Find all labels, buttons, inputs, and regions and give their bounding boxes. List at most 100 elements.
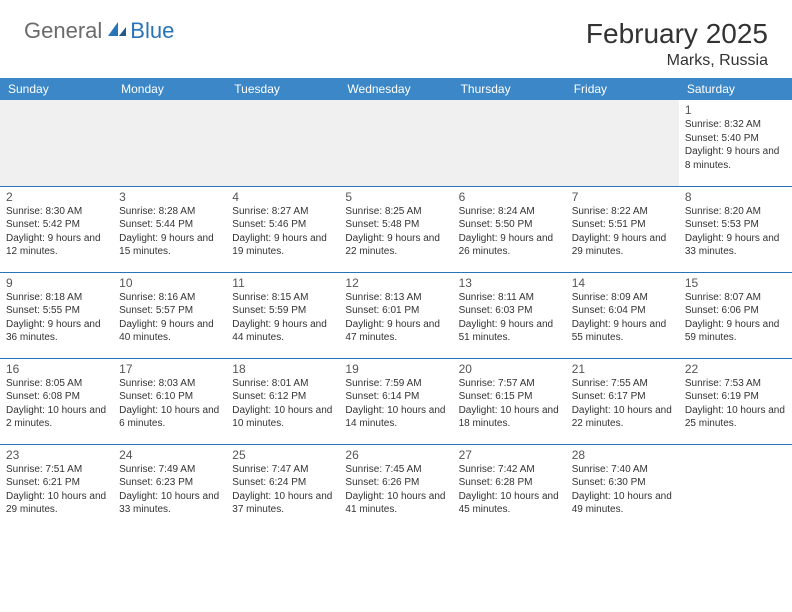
calendar-week-row: 23Sunrise: 7:51 AMSunset: 6:21 PMDayligh… [0,444,792,530]
sunrise-line: Sunrise: 7:55 AM [572,377,673,391]
sunrise-line: Sunrise: 7:49 AM [119,463,220,477]
sunrise-line: Sunrise: 8:15 AM [232,291,333,305]
sunset-line: Sunset: 6:15 PM [459,390,560,404]
sunrise-line: Sunrise: 8:13 AM [345,291,446,305]
dow-sunday: Sunday [0,78,113,100]
calendar-day-cell [0,100,113,186]
sunset-line: Sunset: 6:04 PM [572,304,673,318]
calendar-day-cell: 3Sunrise: 8:28 AMSunset: 5:44 PMDaylight… [113,186,226,272]
days-of-week-row: Sunday Monday Tuesday Wednesday Thursday… [0,78,792,100]
daylight-line: Daylight: 9 hours and 29 minutes. [572,232,673,259]
sunrise-line: Sunrise: 8:32 AM [685,118,786,132]
day-number: 17 [119,362,220,376]
page-title: February 2025 [586,18,768,50]
daylight-line: Daylight: 9 hours and 44 minutes. [232,318,333,345]
calendar-day-cell: 25Sunrise: 7:47 AMSunset: 6:24 PMDayligh… [226,444,339,530]
calendar-day-cell [679,444,792,530]
daylight-line: Daylight: 9 hours and 15 minutes. [119,232,220,259]
day-number: 20 [459,362,560,376]
day-number: 19 [345,362,446,376]
sunset-line: Sunset: 6:17 PM [572,390,673,404]
dow-saturday: Saturday [679,78,792,100]
sunset-line: Sunset: 5:55 PM [6,304,107,318]
calendar-day-cell: 6Sunrise: 8:24 AMSunset: 5:50 PMDaylight… [453,186,566,272]
sunset-line: Sunset: 6:23 PM [119,476,220,490]
calendar-week-row: 16Sunrise: 8:05 AMSunset: 6:08 PMDayligh… [0,358,792,444]
daylight-line: Daylight: 9 hours and 55 minutes. [572,318,673,345]
calendar-day-cell: 21Sunrise: 7:55 AMSunset: 6:17 PMDayligh… [566,358,679,444]
daylight-line: Daylight: 9 hours and 33 minutes. [685,232,786,259]
day-number: 27 [459,448,560,462]
sunset-line: Sunset: 6:08 PM [6,390,107,404]
brand-text-blue: Blue [130,18,174,44]
calendar-day-cell: 4Sunrise: 8:27 AMSunset: 5:46 PMDaylight… [226,186,339,272]
calendar-day-cell: 15Sunrise: 8:07 AMSunset: 6:06 PMDayligh… [679,272,792,358]
calendar-day-cell: 14Sunrise: 8:09 AMSunset: 6:04 PMDayligh… [566,272,679,358]
sunset-line: Sunset: 5:40 PM [685,132,786,146]
calendar-day-cell: 17Sunrise: 8:03 AMSunset: 6:10 PMDayligh… [113,358,226,444]
header: General Blue February 2025 Marks, Russia [0,0,792,78]
dow-tuesday: Tuesday [226,78,339,100]
sunset-line: Sunset: 6:19 PM [685,390,786,404]
daylight-line: Daylight: 10 hours and 49 minutes. [572,490,673,517]
sunrise-line: Sunrise: 8:24 AM [459,205,560,219]
sunset-line: Sunset: 5:42 PM [6,218,107,232]
daylight-line: Daylight: 10 hours and 45 minutes. [459,490,560,517]
sunset-line: Sunset: 5:46 PM [232,218,333,232]
sunset-line: Sunset: 6:30 PM [572,476,673,490]
calendar-day-cell: 18Sunrise: 8:01 AMSunset: 6:12 PMDayligh… [226,358,339,444]
sunset-line: Sunset: 5:53 PM [685,218,786,232]
sunrise-line: Sunrise: 7:45 AM [345,463,446,477]
sunset-line: Sunset: 6:06 PM [685,304,786,318]
calendar-day-cell: 7Sunrise: 8:22 AMSunset: 5:51 PMDaylight… [566,186,679,272]
daylight-line: Daylight: 9 hours and 26 minutes. [459,232,560,259]
daylight-line: Daylight: 10 hours and 2 minutes. [6,404,107,431]
brand-text-general: General [24,18,102,44]
calendar-day-cell: 11Sunrise: 8:15 AMSunset: 5:59 PMDayligh… [226,272,339,358]
sunrise-line: Sunrise: 7:42 AM [459,463,560,477]
sunset-line: Sunset: 6:28 PM [459,476,560,490]
daylight-line: Daylight: 10 hours and 6 minutes. [119,404,220,431]
calendar-day-cell: 27Sunrise: 7:42 AMSunset: 6:28 PMDayligh… [453,444,566,530]
daylight-line: Daylight: 9 hours and 47 minutes. [345,318,446,345]
calendar-week-row: 2Sunrise: 8:30 AMSunset: 5:42 PMDaylight… [0,186,792,272]
calendar-day-cell [339,100,452,186]
daylight-line: Daylight: 9 hours and 8 minutes. [685,145,786,172]
day-number: 6 [459,190,560,204]
day-number: 25 [232,448,333,462]
sunrise-line: Sunrise: 8:28 AM [119,205,220,219]
day-number: 15 [685,276,786,290]
calendar-day-cell [453,100,566,186]
day-number: 18 [232,362,333,376]
sunrise-line: Sunrise: 7:53 AM [685,377,786,391]
calendar-day-cell: 26Sunrise: 7:45 AMSunset: 6:26 PMDayligh… [339,444,452,530]
daylight-line: Daylight: 9 hours and 22 minutes. [345,232,446,259]
sunrise-line: Sunrise: 7:57 AM [459,377,560,391]
sunrise-line: Sunrise: 8:20 AM [685,205,786,219]
sunset-line: Sunset: 5:51 PM [572,218,673,232]
daylight-line: Daylight: 9 hours and 19 minutes. [232,232,333,259]
daylight-line: Daylight: 10 hours and 25 minutes. [685,404,786,431]
day-number: 1 [685,103,786,117]
calendar-day-cell: 13Sunrise: 8:11 AMSunset: 6:03 PMDayligh… [453,272,566,358]
sunrise-line: Sunrise: 8:27 AM [232,205,333,219]
day-number: 4 [232,190,333,204]
calendar-day-cell [113,100,226,186]
dow-friday: Friday [566,78,679,100]
day-number: 26 [345,448,446,462]
sunset-line: Sunset: 6:14 PM [345,390,446,404]
daylight-line: Daylight: 9 hours and 40 minutes. [119,318,220,345]
sunrise-line: Sunrise: 8:22 AM [572,205,673,219]
daylight-line: Daylight: 10 hours and 29 minutes. [6,490,107,517]
sunrise-line: Sunrise: 8:07 AM [685,291,786,305]
daylight-line: Daylight: 9 hours and 51 minutes. [459,318,560,345]
sunrise-line: Sunrise: 8:25 AM [345,205,446,219]
sunrise-line: Sunrise: 8:05 AM [6,377,107,391]
sunset-line: Sunset: 6:26 PM [345,476,446,490]
day-number: 3 [119,190,220,204]
sunset-line: Sunset: 6:21 PM [6,476,107,490]
daylight-line: Daylight: 10 hours and 18 minutes. [459,404,560,431]
calendar-day-cell [566,100,679,186]
day-number: 13 [459,276,560,290]
daylight-line: Daylight: 10 hours and 22 minutes. [572,404,673,431]
